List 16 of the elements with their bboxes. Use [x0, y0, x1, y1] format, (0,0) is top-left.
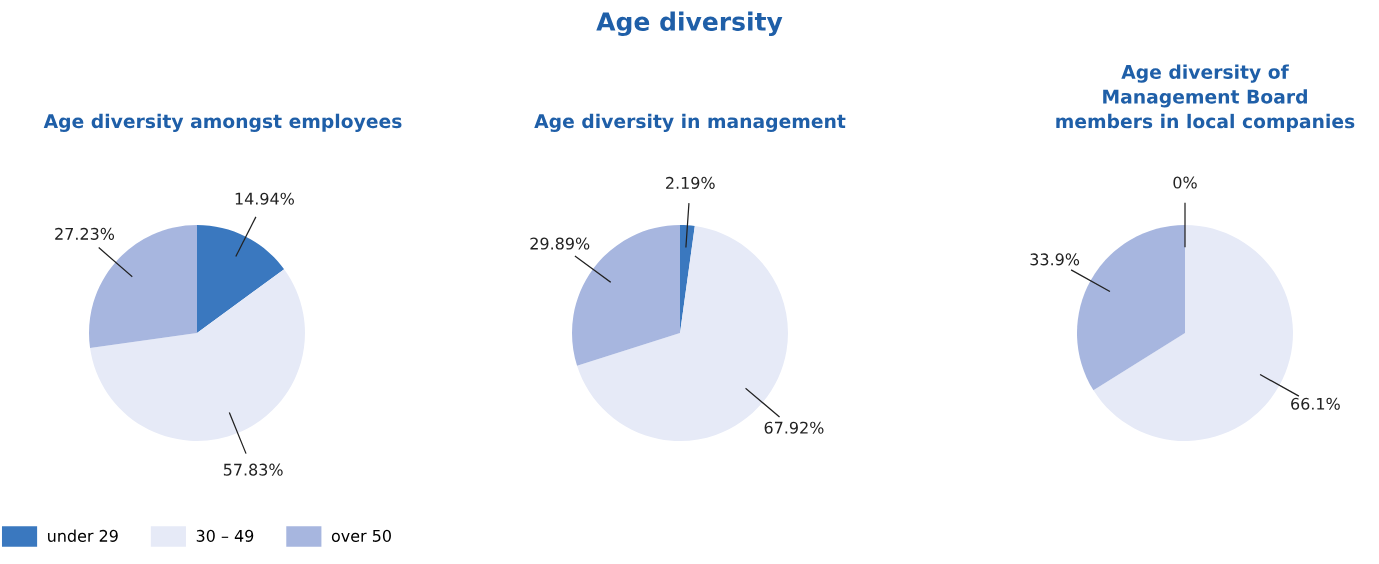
legend-label: over 50: [331, 529, 391, 542]
data-label: 57.83%: [223, 463, 283, 476]
chart-title: Age diversity amongst employees: [43, 113, 402, 132]
data-label: 66.1%: [1291, 397, 1340, 410]
data-label: 14.94%: [235, 192, 294, 205]
legend-label: 30 – 49: [196, 529, 254, 542]
data-label: 33.9%: [1030, 253, 1080, 266]
legend-label: under 29: [48, 529, 118, 542]
chart-title: Age diversity in management: [534, 113, 846, 132]
data-label: 27.23%: [55, 227, 115, 240]
text: Age diversity: [596, 11, 783, 36]
data-label: 67.92%: [764, 421, 824, 434]
data-label: 2.19%: [666, 176, 715, 189]
chart-title: Age diversity of Management Board members in local companies: [1056, 64, 1355, 132]
text: 0%: [1173, 176, 1197, 189]
data-label: 29.89%: [530, 237, 590, 250]
